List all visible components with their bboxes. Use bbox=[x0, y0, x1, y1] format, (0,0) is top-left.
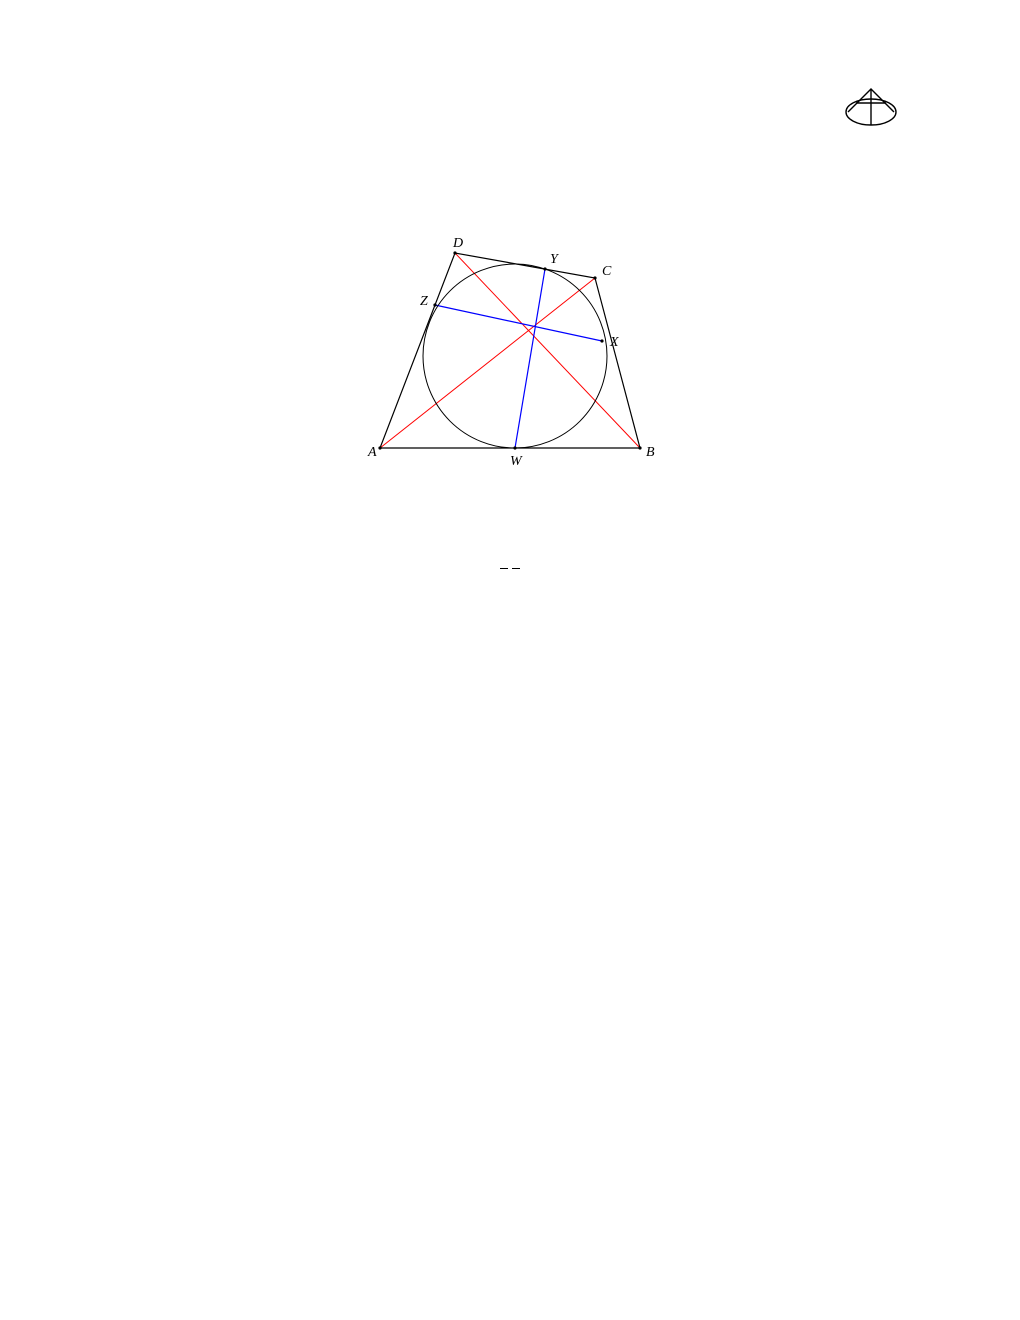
fraction-2 bbox=[512, 568, 520, 569]
figure-1-diagram: A B C D W X Y Z bbox=[340, 233, 680, 473]
equation-fraction bbox=[120, 555, 900, 581]
paragraph-4 bbox=[120, 527, 900, 549]
svg-text:A: A bbox=[367, 445, 377, 460]
svg-text:X: X bbox=[609, 335, 619, 350]
paragraph-3 bbox=[120, 502, 900, 524]
svg-text:Z: Z bbox=[420, 294, 428, 309]
logo-block bbox=[842, 85, 900, 133]
paragraph-1 bbox=[120, 193, 900, 215]
figure-1: A B C D W X Y Z bbox=[120, 233, 900, 478]
page-header bbox=[120, 85, 900, 133]
svg-text:D: D bbox=[452, 236, 463, 251]
forum-geom-logo-icon bbox=[842, 85, 900, 129]
svg-text:Y: Y bbox=[550, 252, 560, 267]
svg-text:B: B bbox=[646, 445, 655, 460]
fraction-1 bbox=[500, 568, 508, 569]
svg-text:C: C bbox=[602, 264, 612, 279]
svg-text:W: W bbox=[510, 454, 523, 469]
